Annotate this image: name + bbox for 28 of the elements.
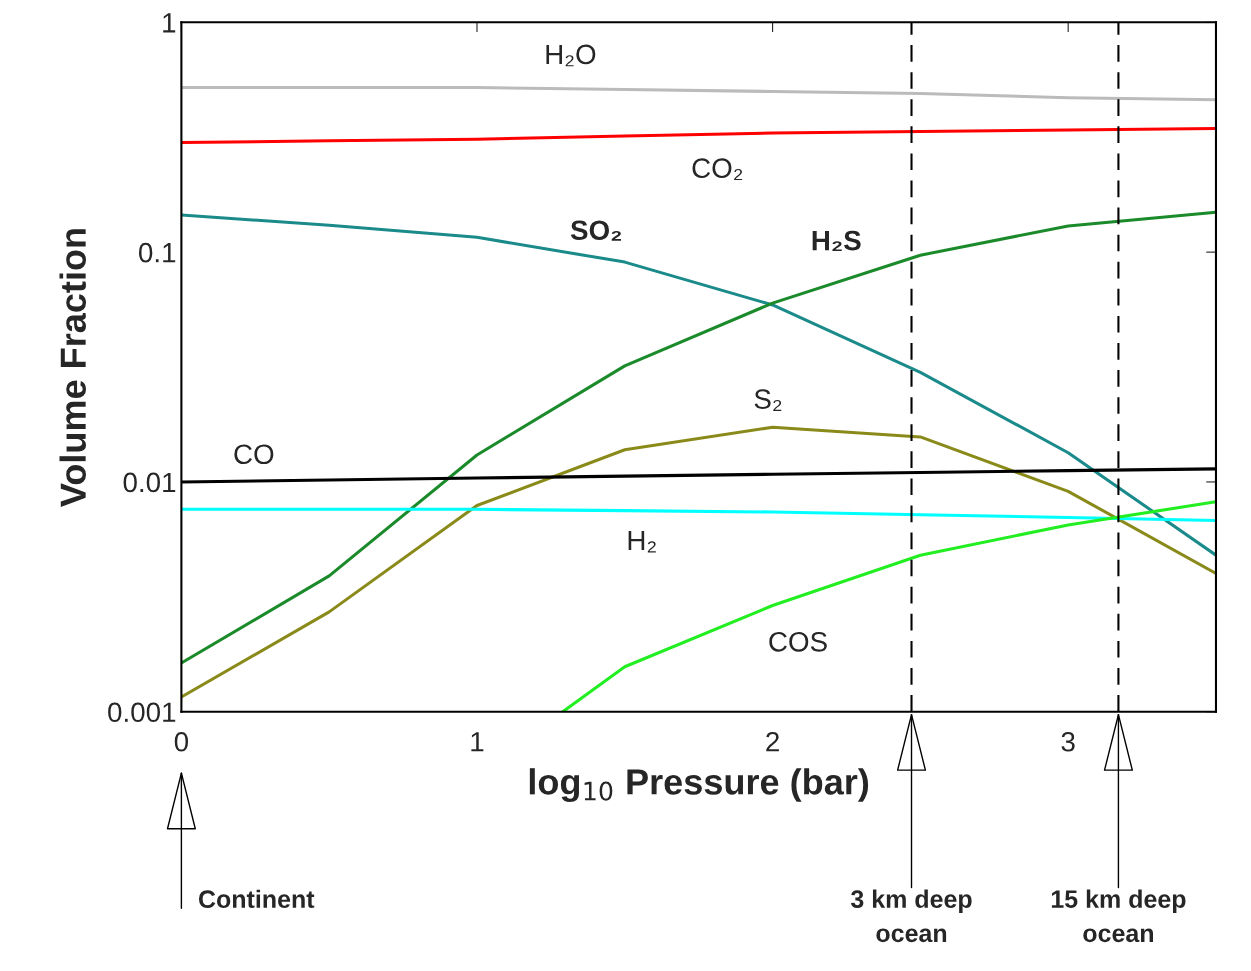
line-series	[181, 213, 1216, 557]
x-tick-label: 2	[766, 731, 779, 752]
x-tick-label: 1	[471, 732, 484, 752]
line-series	[181, 425, 1216, 699]
x-axis-title: log$_{10}$ Pressure (bar)	[529, 768, 869, 803]
line-series	[181, 127, 1216, 145]
text: Continent	[198, 889, 315, 909]
x-tick-label: 3	[1061, 731, 1075, 752]
line-series	[561, 500, 1216, 712]
line-series	[181, 210, 1216, 665]
annotation: H₂O	[546, 44, 596, 67]
annotation: SO₂	[570, 220, 622, 241]
y-tick-label: 0.01	[123, 472, 176, 493]
ref-line-label: 3 km deep ocean	[850, 889, 972, 943]
annotation: COS	[769, 631, 827, 652]
annotation: H₂S	[812, 230, 861, 251]
x-tick-label: 0	[174, 731, 189, 752]
y-tick-label: 1	[163, 13, 176, 33]
annotation: CO₂	[692, 158, 743, 181]
annotation: S₂	[754, 389, 782, 412]
y-tick-label: 0.001	[108, 702, 176, 723]
annotation: H₂	[628, 530, 656, 553]
y-tick-label: 0.1	[139, 242, 176, 263]
y-axis-title: Volume Fraction	[59, 229, 86, 507]
line-series	[181, 507, 1216, 522]
annotation: CO	[234, 444, 274, 465]
line-series	[181, 86, 1216, 102]
ref-line-label: 15 km deep ocean	[1051, 889, 1186, 943]
